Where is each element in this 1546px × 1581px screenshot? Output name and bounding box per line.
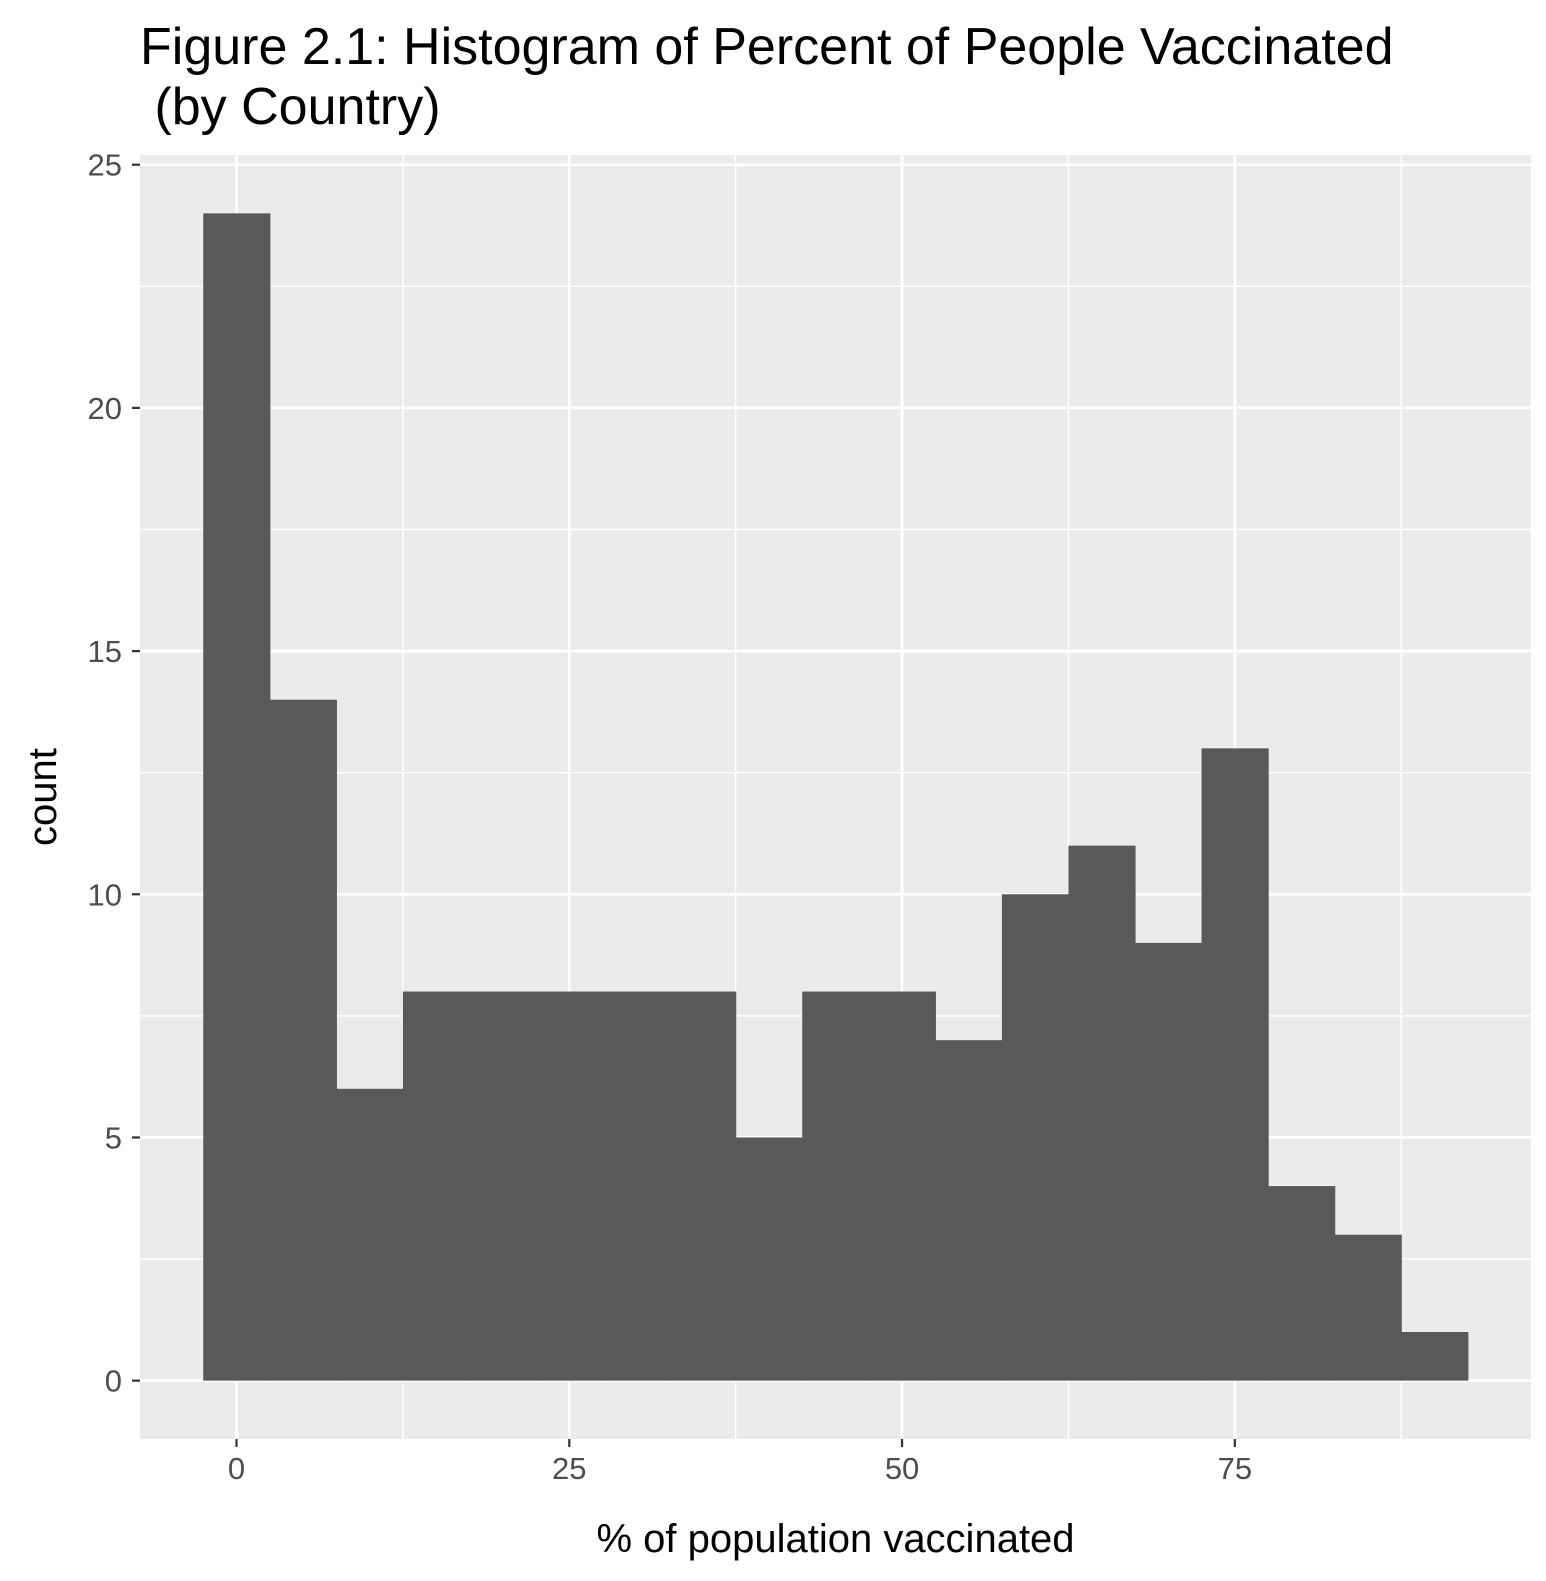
- histogram-bar: [336, 1088, 404, 1381]
- y-tick-label: 5: [105, 1120, 122, 1155]
- chart-title-line-2: (by Country): [140, 78, 441, 136]
- histogram-bar: [1068, 845, 1136, 1381]
- y-tick-label: 25: [88, 148, 122, 183]
- x-tick-label: 50: [885, 1451, 919, 1486]
- x-tick-label: 75: [1218, 1451, 1252, 1486]
- y-tick-label: 10: [88, 877, 122, 912]
- histogram-bar: [203, 213, 271, 1381]
- chart-title-line-1: Figure 2.1: Histogram of Percent of Peop…: [140, 18, 1393, 76]
- histogram-bar: [1401, 1332, 1469, 1381]
- y-axis: 0 5 10 15 20 25: [88, 148, 140, 1399]
- y-tick-label: 20: [88, 391, 122, 426]
- histogram-bar: [602, 991, 670, 1381]
- x-axis-title: % of population vaccinated: [596, 1517, 1074, 1561]
- y-tick-label: 0: [105, 1364, 122, 1399]
- x-axis: 0 25 50 75: [228, 1439, 1252, 1486]
- histogram-bar: [402, 991, 471, 1381]
- histogram-bars: [203, 213, 1469, 1381]
- histogram-bar: [735, 1137, 803, 1381]
- histogram-bar: [1001, 894, 1070, 1381]
- histogram-bar: [1268, 1186, 1336, 1381]
- x-tick-label: 25: [552, 1451, 586, 1486]
- histogram-bar: [1134, 942, 1203, 1381]
- histogram-bar: [868, 991, 936, 1381]
- histogram-bar: [1334, 1234, 1402, 1381]
- histogram-bar: [935, 1040, 1003, 1381]
- histogram-bar: [802, 991, 870, 1381]
- histogram-bar: [1201, 748, 1269, 1381]
- histogram-bar: [536, 991, 604, 1381]
- histogram-bar: [469, 991, 537, 1381]
- histogram-bar: [669, 991, 737, 1381]
- y-axis-title: count: [21, 748, 65, 846]
- histogram-bar: [269, 699, 337, 1381]
- y-tick-label: 15: [88, 634, 122, 669]
- x-tick-label: 0: [228, 1451, 245, 1486]
